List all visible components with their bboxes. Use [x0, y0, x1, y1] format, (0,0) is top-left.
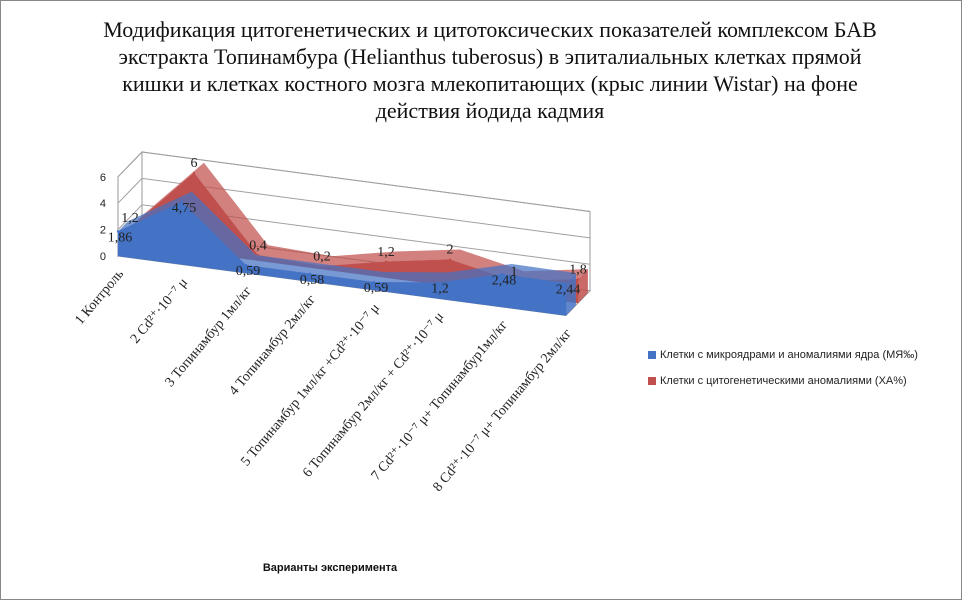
data-point	[500, 273, 504, 276]
data-label: 4,75	[172, 201, 197, 216]
data-label: 1	[511, 264, 518, 279]
data-label: 2,48	[492, 273, 517, 288]
chart-title: Модификация цитогенетических и цитотокси…	[103, 17, 877, 123]
legend-label-series-1: Клетки с микроядрами и аномалиями ядра (…	[660, 349, 918, 361]
data-point	[448, 258, 452, 261]
series-1-area	[116, 191, 576, 316]
y-tick-label: 2	[100, 225, 106, 237]
gridline	[117, 204, 591, 265]
y-tick-label: 4	[100, 198, 106, 210]
legend-swatch-series-1	[648, 351, 656, 359]
gridline	[117, 177, 591, 239]
data-point	[116, 230, 120, 233]
data-point	[372, 281, 376, 284]
data-point	[384, 260, 388, 263]
legend-item-series-1: Клетки с микроядрами и аномалиями ядра (…	[648, 342, 918, 368]
data-label: 1,86	[108, 230, 133, 245]
legend: Клетки с микроядрами и аномалиями ядра (…	[648, 342, 918, 394]
data-label: 6	[191, 156, 198, 171]
data-label: 1,8	[569, 262, 587, 277]
data-point	[192, 171, 196, 175]
data-label: 1,2	[431, 282, 449, 297]
x-tick-label: 8 Cd²⁺·10⁻⁷ μ+ Топинамбур 2мл/кг	[430, 326, 575, 495]
legend-item-series-2: Клетки с цитогенетическими аномалиями (Х…	[648, 368, 918, 394]
series-top-surface	[130, 162, 588, 282]
data-point	[244, 264, 248, 267]
gridline	[117, 151, 591, 212]
data-label: 0,59	[236, 264, 261, 279]
y-tick-label: 6	[100, 172, 106, 184]
x-tick-label: 2 Cd²⁺·10⁻⁷ μ	[128, 275, 191, 346]
data-label: 1,2	[121, 211, 139, 226]
x-axis-title: Варианты эксперимента	[262, 562, 398, 574]
data-label: 2	[447, 243, 454, 258]
series-top-surface	[118, 191, 576, 284]
data-label: 0,58	[300, 273, 325, 288]
series-end-cap	[578, 269, 588, 304]
legend-label-series-2: Клетки с цитогенетическими аномалиями (Х…	[660, 375, 907, 387]
series-end-cap	[566, 273, 576, 316]
data-point	[436, 281, 440, 284]
data-label: 0,59	[364, 281, 389, 296]
data-label: 0,4	[249, 238, 267, 253]
data-label: 0,2	[313, 249, 331, 264]
data-point	[564, 282, 568, 285]
data-point	[308, 272, 312, 275]
data-label: 1,2	[377, 245, 395, 260]
legend-swatch-series-2	[648, 377, 656, 385]
data-label: 2,44	[556, 282, 581, 297]
x-tick-label: 1 Контроль	[72, 267, 127, 328]
data-point	[180, 200, 184, 203]
data-point	[576, 278, 580, 281]
x-tick-label: 5 Топинамбур 1мл/кг +Cd²⁺·10⁻⁷ μ	[238, 301, 383, 469]
y-tick-label: 0	[100, 251, 106, 263]
x-tick-label: 6 Топинамбур 2мл/кг + Cd²⁺·10⁻⁷ μ	[300, 309, 447, 480]
x-tick-label: 7 Cd²⁺·10⁻⁷ μ+ Топинамбур1мл/кг	[369, 318, 512, 484]
